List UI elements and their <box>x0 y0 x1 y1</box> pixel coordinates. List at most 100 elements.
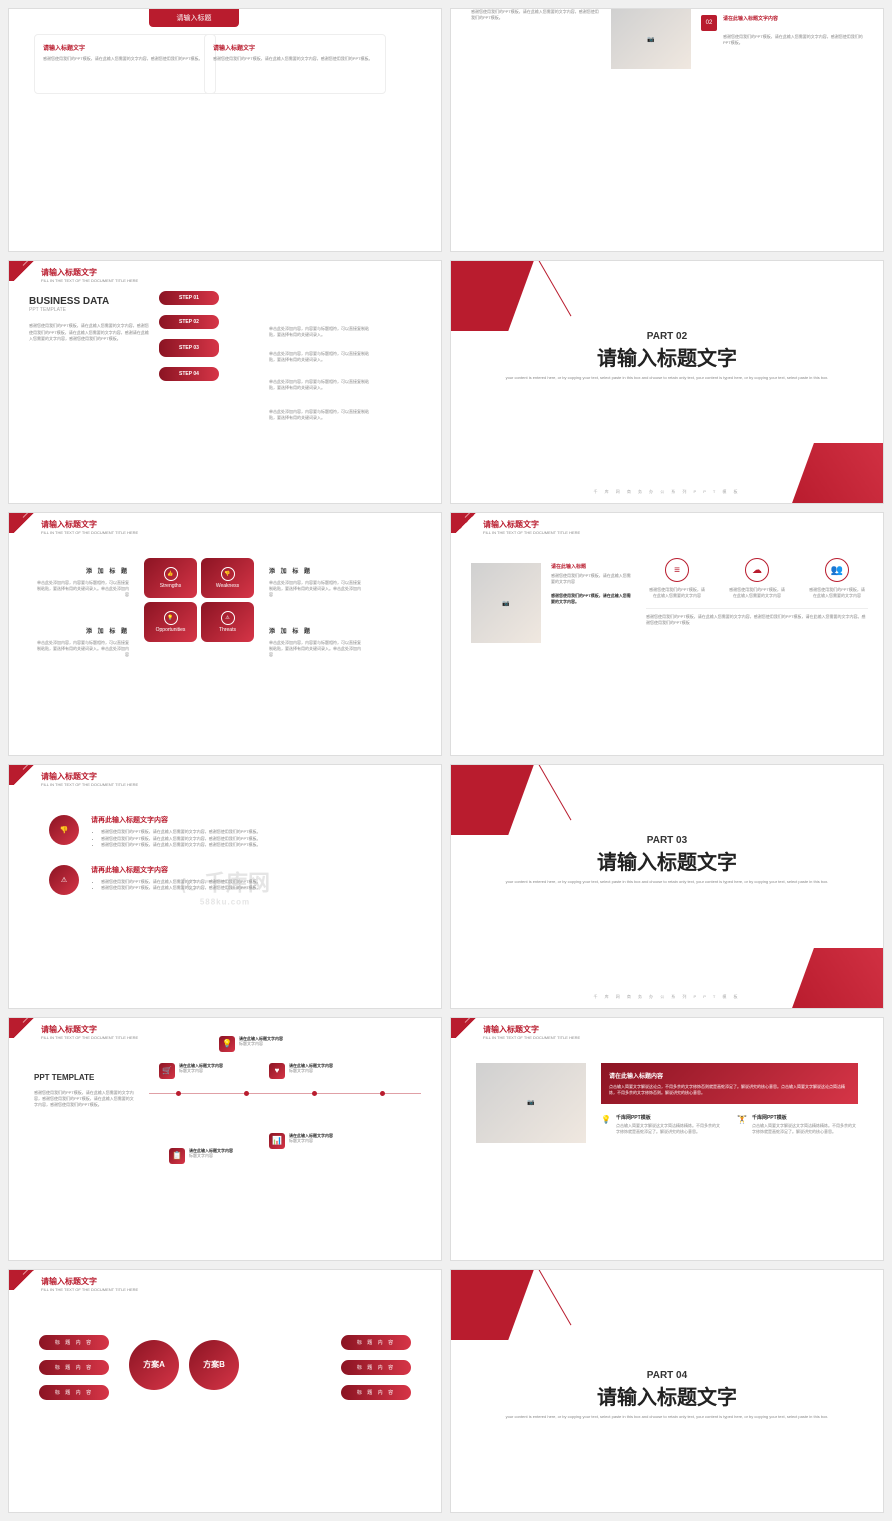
slide-subtitle: FILL IN THE TEXT OF THE DOCUMENT TITLE H… <box>483 1035 580 1040</box>
gym-icon: 🏋 <box>737 1115 747 1124</box>
plan-circles: 方案A 方案B <box>129 1340 239 1390</box>
heart-icon: ♥ <box>269 1063 285 1079</box>
box-desc: 感谢您使用我们的PPT模板，请在此输入您需要的文字内容，感谢您使用我们的PPT模… <box>43 56 207 62</box>
shape-decoration <box>450 1270 534 1340</box>
timeline-item: ♥请在此输入标题文字内容标题文字内容 <box>269 1063 333 1079</box>
timeline-dot <box>176 1091 181 1096</box>
part-desc: your content is entered here, or by copy… <box>481 1414 853 1420</box>
section-title: PPT TEMPLATE <box>34 1073 134 1082</box>
plan-circle: 方案A <box>129 1340 179 1390</box>
slide-title: 请输入标题文字 <box>483 519 539 530</box>
icon-columns: ≡感谢您使用我们的PPT模板，请在此输入您需要的文字内容 ☁ 感谢您使用我们的PP… <box>646 558 868 626</box>
list-icon: ≡ <box>665 558 689 582</box>
part-label: PART 04 <box>451 1370 883 1381</box>
chart-icon: 📊 <box>269 1133 285 1149</box>
slide-5-swot: 请输入标题文字 FILL IN THE TEXT OF THE DOCUMENT… <box>8 512 442 756</box>
col-title: 千库网PPT模板 <box>752 1114 858 1121</box>
box-right: 请输入标题文字 感谢您使用我们的PPT模板，请在此输入您需要的文字内容，感谢您使… <box>204 34 386 94</box>
strength-icon: 👍 <box>164 567 178 581</box>
steps-list: STEP 01 STEP 02 STEP 03 STEP 04 <box>159 291 219 391</box>
slide-subtitle: FILL IN THE TEXT OF THE DOCUMENT TITLE H… <box>41 782 138 787</box>
bullet-row: ⚠ 请再此输入标题文字内容 感谢您使用我们的PPT模板，请在此输入您需要的文字内… <box>49 865 401 895</box>
opportunity-icon: 💡 <box>164 611 178 625</box>
footer-text: 感谢您使用我们的PPT模板，请在此输入您需要的文字内容，感谢您使用我们的PPT模… <box>646 608 868 626</box>
clipboard-icon: 📋 <box>169 1148 185 1164</box>
step-desc: 单击此处添加内容，内容要与标题相符，可以直接复制粘贴，要选择有用的关键词录入。 <box>269 326 369 338</box>
block-desc: 感谢您使用我们的PPT模板，请在此输入您需要的文字内容 <box>551 573 631 585</box>
pill: 标 题 内 容 <box>341 1385 411 1400</box>
image-placeholder: 📷 <box>471 563 541 643</box>
box-title: 请输入标题文字 <box>43 43 207 52</box>
swot-box: 💡Opportunities <box>144 602 197 642</box>
swot-box: ⚠Threats <box>201 602 254 642</box>
slide-title: 请输入标题文字 <box>41 771 97 782</box>
bullet: 感谢您使用我们的PPT模板，请在此输入您需要的文字内容，感谢您使用我们的PPT模… <box>101 842 261 848</box>
slide-subtitle: FILL IN THE TEXT OF THE DOCUMENT TITLE H… <box>483 530 580 535</box>
bullet-row: 👎 请再此输入标题文字内容 感谢您使用我们的PPT模板，请在此输入您需要的文字内… <box>49 815 401 848</box>
step-desc: 单击此处添加内容，内容要与标题相符，可以直接复制粘贴，要选择有用的关键词录入。 <box>269 409 369 421</box>
shape-decoration <box>450 261 534 331</box>
col-title: 千库网PPT模板 <box>616 1114 722 1121</box>
pill: 标 题 内 容 <box>341 1360 411 1375</box>
part-label: PART 02 <box>451 331 883 342</box>
bullet: 感谢您使用我们的PPT模板，请在此输入您需要的文字内容，感谢您使用我们的PPT模… <box>101 885 261 891</box>
tab-header: 请输入标题 <box>149 9 239 27</box>
col-desc: 点击输入简要文字解说这文字简洁精炼精炼。不用多余的文字修饰就是画蛇添足了。解说讲… <box>752 1123 858 1135</box>
column: 🏋 千库网PPT模板点击输入简要文字解说这文字简洁精炼精炼。不用多余的文字修饰就… <box>737 1114 858 1135</box>
slide-subtitle: FILL IN THE TEXT OF THE DOCUMENT TITLE H… <box>41 278 138 283</box>
slide-9-timeline: 请输入标题文字 FILL IN THE TEXT OF THE DOCUMENT… <box>8 1017 442 1261</box>
pill: 标 题 内 容 <box>39 1335 109 1350</box>
timeline-item: 🛒请在此输入标题文字内容标题文字内容 <box>159 1063 223 1079</box>
line-decoration <box>531 764 572 820</box>
slide-10: 请输入标题文字 FILL IN THE TEXT OF THE DOCUMENT… <box>450 1017 884 1261</box>
part-footer: 千 库 网 商 务 办 公 系 列 P P T 模 板 <box>451 489 883 495</box>
slide-8-section: PART 03 请输入标题文字 your content is entered … <box>450 764 884 1008</box>
text-block: 感谢您使用我们的PPT模板，请在此输入您需要的文字内容，感谢您使用我们的PPT模… <box>471 9 601 22</box>
text-block: 请在此输入标题 感谢您使用我们的PPT模板，请在此输入您需要的文字内容 感谢您使… <box>551 563 631 605</box>
swot-box: 👍Strengths <box>144 558 197 598</box>
threat-icon: ⚠ <box>221 611 235 625</box>
slide-7: 请输入标题文字 FILL IN THE TEXT OF THE DOCUMENT… <box>8 764 442 1008</box>
item-title: 请在此输入标题文字内容 <box>723 15 778 31</box>
slide-subtitle: FILL IN THE TEXT OF THE DOCUMENT TITLE H… <box>41 1035 138 1040</box>
timeline-item: 📋请在此输入标题文字内容标题文字内容 <box>169 1148 233 1164</box>
warning-icon: ⚠ <box>49 865 79 895</box>
slide-title: 请输入标题文字 <box>41 519 97 530</box>
timeline-dot <box>244 1091 249 1096</box>
pill-column-left: 标 题 内 容 标 题 内 容 标 题 内 容 <box>39 1335 109 1400</box>
bullet: 感谢您使用我们的PPT模板，请在此输入您需要的文字内容，感谢您使用我们的PPT模… <box>101 829 261 835</box>
slide-12-section: PART 04 请输入标题文字 your content is entered … <box>450 1269 884 1513</box>
part-title: 请输入标题文字 <box>451 1381 883 1410</box>
row-title: 请再此输入标题文字内容 <box>91 865 261 875</box>
image-placeholder: 📷 <box>611 9 691 69</box>
pill: 标 题 内 容 <box>341 1335 411 1350</box>
slide-6: 请输入标题文字 FILL IN THE TEXT OF THE DOCUMENT… <box>450 512 884 756</box>
col-desc: 点击输入简要文字解说这文字简洁精炼精炼。不用多余的文字修饰就是画蛇添足了。解说讲… <box>616 1123 722 1135</box>
swot-text: 添 加 标 题单击此处添加内容，内容要与标题相符，可以直接复制粘贴，要选择有用的… <box>269 628 364 658</box>
cloud-icon: ☁ <box>745 558 769 582</box>
section-desc: 感谢您使用我们的PPT模板，请在此输入您需要的文字内容，感谢您使用我们的PPT模… <box>29 323 149 342</box>
box-desc: 点击输入简要文字解说这论点，不用多余的文字修饰否则就是画蛇添足了。解说讲究的核心… <box>609 1084 850 1097</box>
part-label: PART 03 <box>451 835 883 846</box>
pill-column-right: 标 题 内 容 标 题 内 容 标 题 内 容 <box>341 1335 411 1400</box>
icon-col: ≡感谢您使用我们的PPT模板，请在此输入您需要的文字内容 <box>649 558 705 598</box>
timeline-dot <box>380 1091 385 1096</box>
bullet: 感谢您使用我们的PPT模板，请在此输入您需要的文字内容，感谢您使用我们的PPT模… <box>101 879 261 885</box>
thumb-down-icon: 👎 <box>49 815 79 845</box>
section-title: BUSINESS DATA <box>29 296 421 307</box>
timeline-item: 📊请在此输入标题文字内容标题文字内容 <box>269 1133 333 1149</box>
icon-col: 👥感谢您使用我们的PPT模板，请在此输入您需要的文字内容 <box>809 558 865 598</box>
box-desc: 感谢您使用我们的PPT模板，请在此输入您需要的文字内容，感谢您使用我们的PPT模… <box>213 56 377 62</box>
slide-title: 请输入标题文字 <box>483 1024 539 1035</box>
step-pill: STEP 03 <box>159 339 219 357</box>
part-title: 请输入标题文字 <box>451 846 883 875</box>
numbered-item: 02 请在此输入标题文字内容 感谢您使用我们的PPT模板，请在此输入您需要的文字… <box>701 15 868 46</box>
block-highlight: 感谢您使用我们的PPT模板，请在此输入您需要的文字内容。 <box>551 593 631 605</box>
slide-subtitle: FILL IN THE TEXT OF THE DOCUMENT TITLE H… <box>41 530 138 535</box>
timeline-line <box>149 1093 421 1094</box>
column: 💡 千库网PPT模板点击输入简要文字解说这文字简洁精炼精炼。不用多余的文字修饰就… <box>601 1114 722 1135</box>
step-pill: STEP 01 <box>159 291 219 305</box>
part-desc: your content is entered here, or by copy… <box>481 375 853 381</box>
number-badge: 02 <box>701 15 717 31</box>
row-title: 请再此输入标题文字内容 <box>91 815 261 825</box>
